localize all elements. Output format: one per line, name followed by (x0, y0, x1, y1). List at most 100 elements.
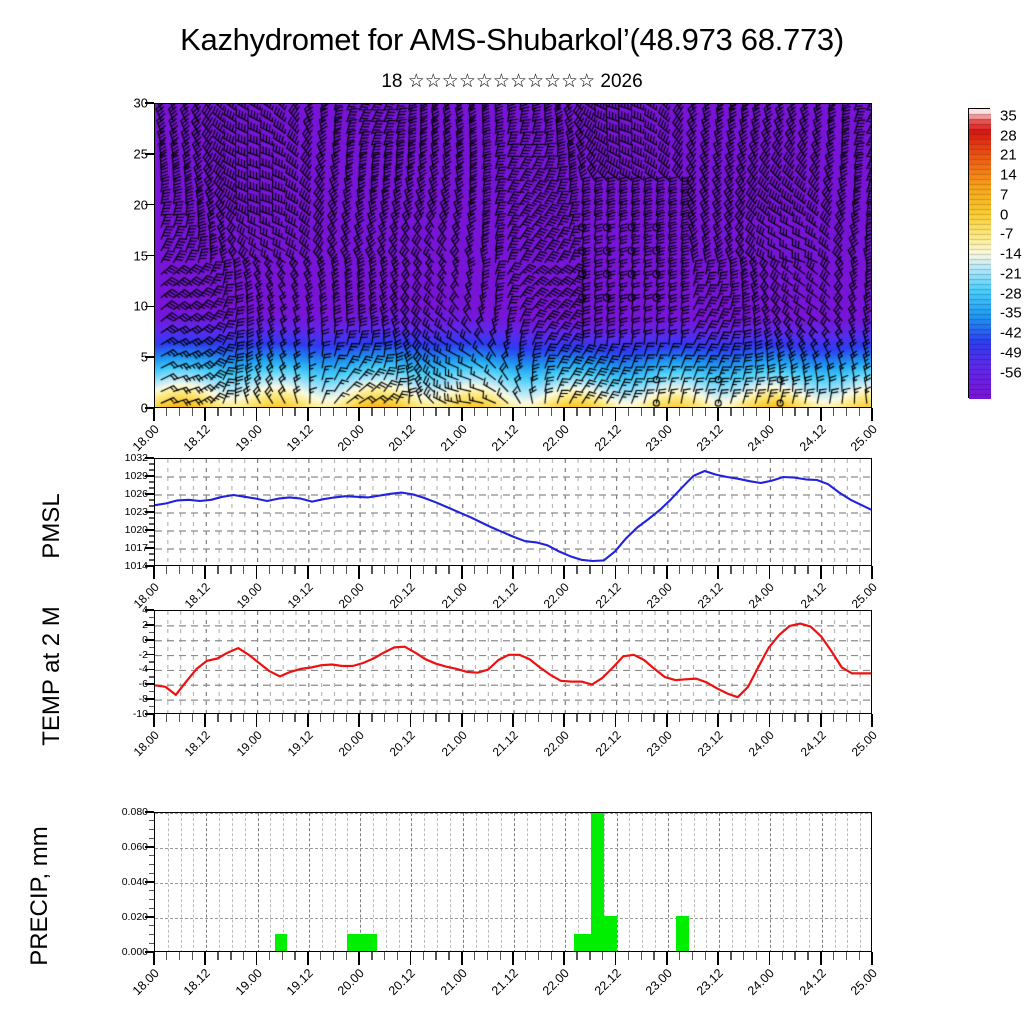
x-minor-tick (794, 408, 796, 416)
x-minor-tick (845, 714, 847, 722)
x-minor-tick (704, 566, 706, 574)
pmsl-plot-area[interactable] (154, 458, 872, 566)
x-tick-label: 24.12 (797, 728, 829, 760)
x-minor-tick (230, 408, 232, 416)
x-minor-tick (807, 566, 809, 574)
y-tick (145, 511, 154, 513)
x-minor-tick (602, 952, 604, 960)
temp2m-plot-area[interactable] (154, 610, 872, 714)
y-tick (145, 153, 154, 155)
x-tick (717, 714, 719, 727)
x-tick (512, 566, 514, 579)
grid-line-horizontal (155, 848, 871, 849)
x-minor-tick (589, 566, 591, 574)
x-tick-label: 23.00 (643, 728, 675, 760)
x-tick-label: 21.00 (437, 966, 470, 999)
x-tick-label: 25.00 (847, 966, 880, 999)
grid-line-vertical (411, 813, 413, 951)
x-minor-tick (294, 408, 296, 416)
x-minor-tick (396, 408, 399, 416)
x-tick (717, 408, 719, 421)
y-tick-label: 5 (140, 349, 148, 365)
x-minor-tick (537, 408, 540, 416)
x-minor-tick (166, 714, 168, 722)
x-minor-tick (743, 952, 745, 960)
y-tick-label: -2 (138, 648, 148, 661)
y-tick-label: 0.060 (121, 841, 148, 853)
x-minor-tick (435, 566, 437, 574)
x-minor-tick (602, 714, 604, 722)
x-minor-tick (537, 952, 540, 960)
x-minor-tick (755, 714, 758, 722)
y-minor-tick (149, 535, 154, 537)
grid-line-vertical (719, 813, 721, 951)
grid-line-vertical (385, 813, 387, 951)
x-minor-tick (691, 566, 694, 574)
grid-line-vertical (347, 813, 349, 951)
precip-plot-area[interactable] (154, 812, 872, 952)
grid-line-vertical (757, 813, 759, 951)
grid-line-vertical (462, 813, 464, 951)
x-tick (512, 408, 514, 421)
grid-line-vertical (283, 813, 285, 951)
x-minor-tick (243, 408, 245, 416)
x-minor-tick (166, 952, 168, 960)
y-tick-label: 1026 (124, 488, 148, 500)
precip-bar (274, 933, 288, 951)
y-minor-tick (149, 863, 154, 866)
grid-line-vertical (167, 813, 169, 951)
x-tick (307, 408, 309, 421)
x-tick-label: 21.12 (488, 966, 521, 999)
x-minor-tick (268, 714, 271, 722)
x-tick-label: 19.12 (283, 966, 316, 999)
cross-section-plot-area[interactable] (154, 103, 872, 408)
x-tick-label: 20.12 (387, 728, 419, 760)
y-tick-label: 1017 (124, 542, 148, 554)
y-minor-tick (149, 907, 154, 909)
x-minor-tick (858, 952, 860, 960)
precip-panel (154, 812, 872, 952)
temperature-colorbar[interactable] (968, 108, 991, 399)
x-tick (255, 714, 258, 727)
x-tick-label: 19.00 (233, 728, 265, 760)
x-minor-tick (294, 952, 296, 960)
x-tick (666, 714, 668, 727)
y-tick (145, 203, 154, 206)
y-tick-label: 1029 (124, 470, 148, 482)
y-tick-label: 15 (133, 248, 148, 263)
precip-bar (676, 916, 690, 951)
x-tick (666, 952, 668, 965)
x-minor-tick (396, 566, 399, 574)
x-minor-tick (832, 566, 835, 574)
y-minor-tick (149, 481, 154, 483)
grid-line-vertical (565, 813, 567, 951)
x-minor-tick (653, 714, 655, 722)
x-minor-tick (281, 952, 283, 960)
x-minor-tick (243, 714, 245, 722)
x-minor-tick (589, 952, 591, 960)
x-tick (358, 566, 360, 579)
colorbar-tick-label: -7 (1000, 225, 1014, 243)
y-minor-tick (149, 541, 154, 543)
grid-line-vertical (539, 813, 541, 951)
grid-line-vertical (796, 813, 798, 951)
pmsl-panel (154, 458, 872, 566)
x-minor-tick (576, 952, 578, 960)
x-minor-tick (679, 952, 681, 960)
y-tick (145, 881, 154, 883)
x-minor-tick (537, 714, 540, 722)
x-minor-tick (268, 408, 271, 416)
y-minor-tick (149, 616, 154, 619)
x-tick-label: 19.00 (232, 966, 265, 999)
grid-line-vertical (244, 813, 246, 951)
x-minor-tick (499, 952, 501, 960)
x-tick (460, 408, 463, 421)
colorbar-tick-label: 28 (1000, 127, 1017, 145)
x-minor-tick (281, 714, 283, 722)
x-tick-label: 23.12 (694, 728, 727, 760)
x-tick (819, 714, 822, 727)
x-minor-tick (371, 566, 373, 574)
colorbar-tick-label: -49 (1000, 344, 1022, 362)
x-minor-tick (794, 566, 796, 574)
y-minor-tick (149, 676, 154, 678)
